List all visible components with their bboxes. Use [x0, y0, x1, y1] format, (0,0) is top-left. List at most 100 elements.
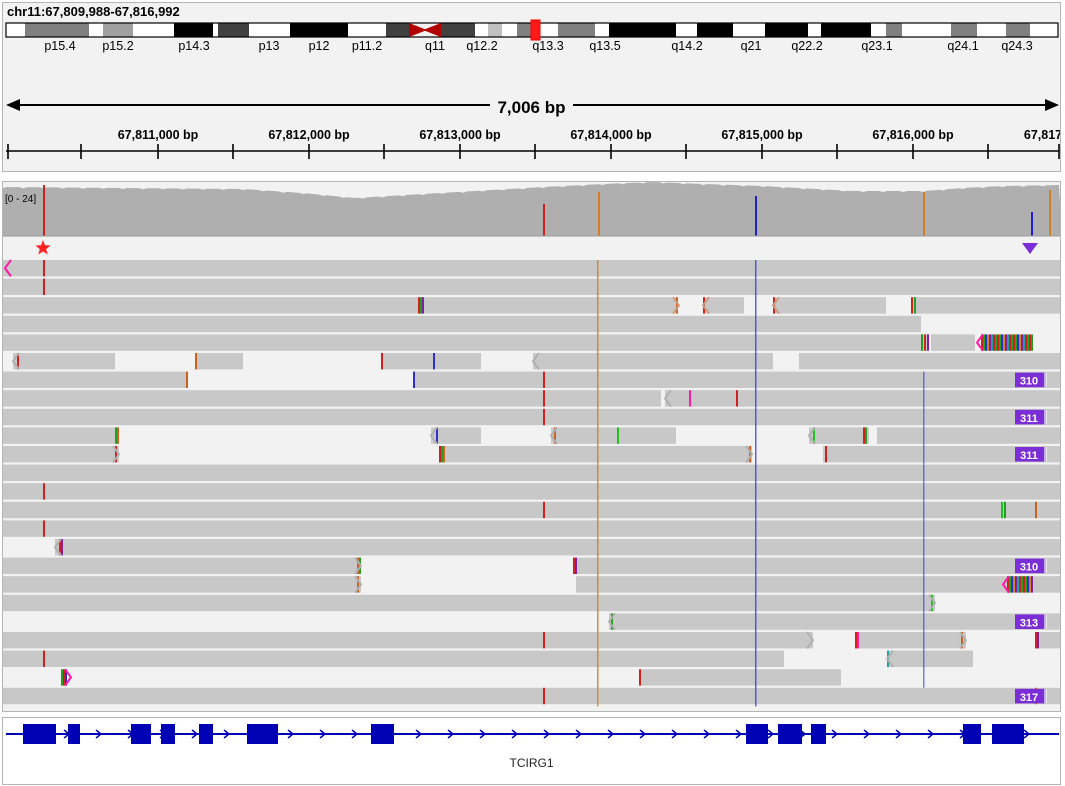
read-end-arrow-icon [53, 538, 62, 556]
insertion-badge: 313 [1015, 614, 1047, 629]
insertion-badge-box [1015, 409, 1046, 425]
aligned-read [877, 427, 1060, 444]
gene-exon [811, 724, 826, 744]
ruler[interactable] [3, 3, 1061, 172]
centromere-q-icon [423, 23, 441, 37]
aligned-read [855, 632, 966, 649]
mismatch-base [676, 297, 678, 314]
strand-arrow-icon [831, 729, 839, 739]
red-star-icon [35, 240, 51, 255]
alignment-tracks-panel[interactable]: 310 311 311 310 313 317 [0 - 24] [2, 181, 1061, 712]
ideogram-band [517, 23, 531, 37]
insertion-badge: 310 [1015, 558, 1047, 574]
soft-clip-base [993, 334, 995, 351]
mismatch-base [413, 371, 415, 388]
alignment-reads [3, 260, 1060, 705]
variant-column [597, 260, 599, 707]
band-label: q23.1 [861, 39, 893, 53]
ideogram-band [977, 23, 1006, 37]
locus-label[interactable]: chr11:67,809,988-67,816,992 [7, 4, 180, 19]
gene-exon [161, 724, 175, 744]
aligned-read [809, 427, 869, 444]
coverage-area [3, 182, 1060, 236]
read-end-arrow-icon [3, 259, 12, 277]
mismatch-base [195, 353, 197, 370]
strand-arrow-icon [1023, 729, 1031, 739]
mismatch-base [433, 353, 435, 370]
ideogram-band [871, 23, 886, 37]
mismatch-base [443, 446, 445, 463]
soft-clip-base [995, 334, 997, 351]
band-label: q14.2 [671, 39, 703, 53]
soft-clip-base [1017, 334, 1019, 351]
mismatch-base [357, 576, 359, 593]
insertion-badge-box [1015, 558, 1046, 574]
strand-arrow-icon [895, 729, 903, 739]
ideogram-band [502, 23, 517, 37]
gene-model[interactable] [3, 718, 1061, 785]
mismatch-base [921, 334, 923, 351]
chromosome-ideogram[interactable] [3, 3, 1061, 63]
insertion-badge-label: 310 [1020, 562, 1038, 574]
mismatch-base [439, 446, 441, 463]
aligned-read [3, 408, 1060, 426]
soft-clip-base [1029, 576, 1031, 593]
soft-clip-base [1027, 576, 1029, 593]
alignment-tracks[interactable]: 310 311 311 310 313 317 [3, 182, 1061, 712]
mismatch-base [63, 669, 65, 686]
aligned-read [3, 650, 784, 667]
read-end-arrow-icon [672, 296, 681, 315]
band-label: q22.2 [791, 39, 823, 53]
coverage-variant-bar [598, 192, 600, 236]
aligned-read [3, 278, 1060, 295]
strand-arrow-icon [479, 729, 487, 739]
ideogram-bands [6, 23, 1058, 37]
mismatch-base [554, 427, 556, 444]
ideogram-band [886, 23, 902, 37]
band-label: p13 [258, 39, 280, 53]
strand-arrow-icon [575, 729, 583, 739]
gene-track-panel[interactable]: TCIRG1 [2, 717, 1061, 785]
insertion-badge-label: 313 [1020, 617, 1038, 629]
mismatch-base [1037, 632, 1039, 649]
insertion-badge: 317 [1015, 688, 1047, 704]
mismatch-base [543, 632, 545, 649]
mismatch-base [749, 446, 751, 463]
soft-clip-base [1025, 576, 1027, 593]
ideogram-band [290, 23, 348, 37]
coverage-variant-bar [1049, 190, 1051, 236]
ideogram-band [89, 23, 103, 37]
mismatch-base [914, 297, 916, 314]
band-label: q24.1 [947, 39, 979, 53]
mismatch-base [543, 390, 545, 407]
aligned-read [887, 650, 973, 667]
soft-clip-base [1031, 334, 1033, 351]
soft-clip-base [1013, 576, 1015, 593]
read-end-arrow-icon [11, 352, 20, 370]
insertion-badge-label: 311 [1020, 413, 1038, 425]
soft-clip-base [1027, 334, 1029, 351]
ideogram-band [821, 23, 871, 37]
aligned-read [931, 334, 975, 351]
strand-arrow-icon [351, 729, 359, 739]
band-label: p15.2 [102, 39, 134, 53]
ruler-tick-label: 67,812,000 bp [268, 128, 350, 142]
strand-arrow-icon [703, 729, 711, 739]
strand-arrow-icon [671, 729, 679, 739]
gene-name[interactable]: TCIRG1 [509, 756, 554, 770]
insertion-badge: 311 [1015, 447, 1047, 462]
gene-exon [68, 724, 80, 744]
aligned-read [639, 669, 841, 686]
aligned-read [3, 427, 119, 444]
soft-clip-base [1009, 576, 1011, 593]
read-end-arrow-icon [429, 426, 438, 445]
coverage-variant-bar [543, 204, 545, 236]
mismatch-base [1035, 501, 1037, 519]
band-label: q24.3 [1001, 39, 1033, 53]
band-label: p12 [308, 39, 330, 53]
read-end-arrow-icon [975, 333, 984, 352]
insertion-badge-edge [1044, 372, 1047, 388]
soft-clip-base [983, 334, 985, 351]
read-end-arrow-icon [663, 389, 672, 408]
soft-clip-base [1011, 576, 1013, 593]
